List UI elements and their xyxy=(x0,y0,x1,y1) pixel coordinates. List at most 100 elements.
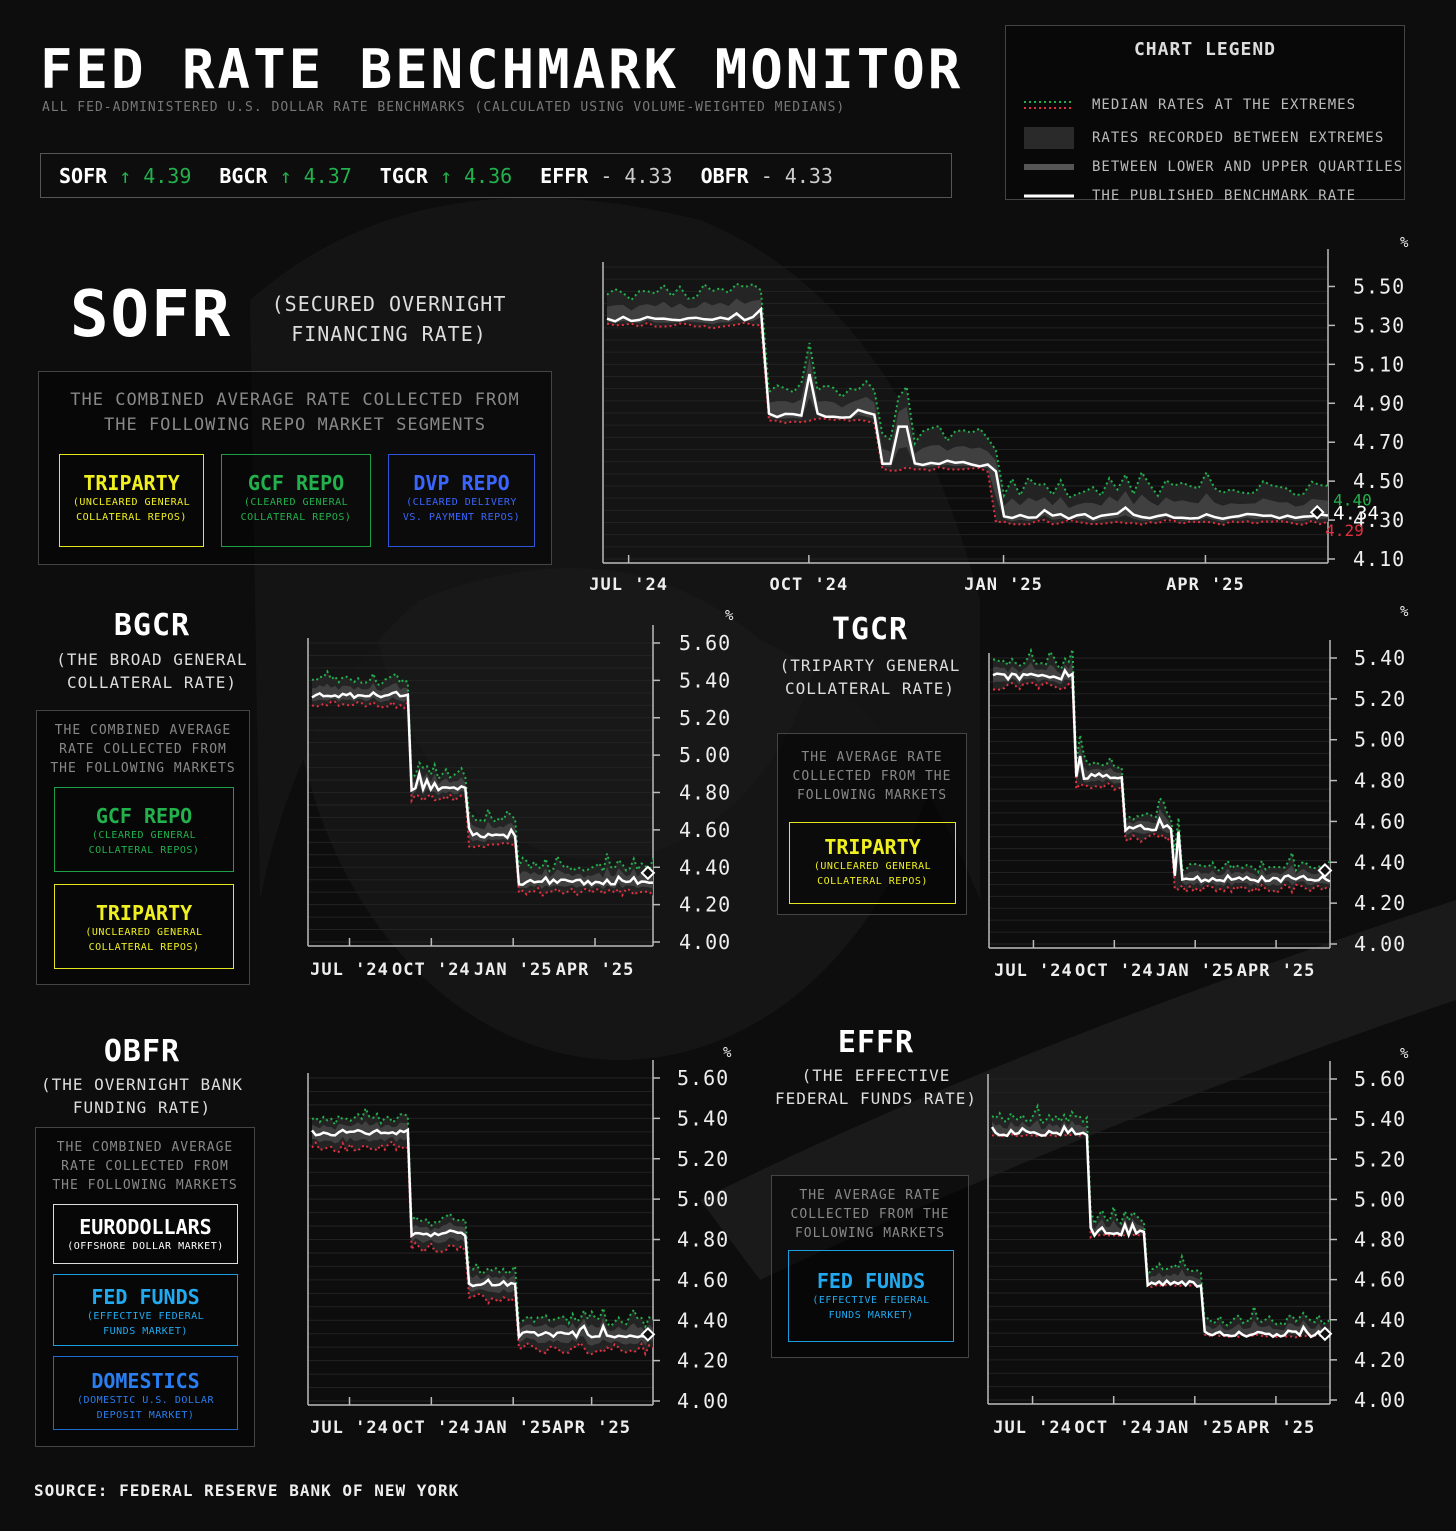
tgcr-fullname: (TRIPARTY GENERAL COLLATERAL RATE) xyxy=(760,654,980,700)
x-tick-label: JUL '24 xyxy=(589,575,668,595)
segment-gcf-repo: GCF REPO (CLEARED GENERAL COLLATERAL REP… xyxy=(54,787,234,872)
y-tick-label: 4.80 xyxy=(1354,1228,1406,1252)
segment-sub: (OFFSHORE DOLLAR MARKET) xyxy=(67,1241,224,1252)
y-tick-label: 4.20 xyxy=(679,893,731,917)
lower-extreme-series xyxy=(993,681,1331,895)
y-tick-label: 4.00 xyxy=(677,1389,729,1413)
sofr-desc-line2: THE FOLLOWING REPO MARKET SEGMENTS xyxy=(104,415,486,435)
ticker-item-sofr: SOFR ↑ 4.39 xyxy=(59,164,191,188)
page-subtitle: ALL FED-ADMINISTERED U.S. DOLLAR RATE BE… xyxy=(42,100,846,115)
y-tick-label: 5.40 xyxy=(677,1106,729,1130)
segment-name: GCF REPO xyxy=(95,804,193,828)
x-tick-label: JAN '25 xyxy=(964,575,1043,595)
effr-fullname-line2: FEDERAL FUNDS RATE) xyxy=(774,1089,978,1108)
segment-name: DOMESTICS xyxy=(91,1369,200,1393)
x-tick-label: JAN '25 xyxy=(1155,1418,1234,1438)
y-tick-label: 5.10 xyxy=(1353,352,1405,376)
obfr-fullname-line1: (THE OVERNIGHT BANK xyxy=(40,1075,244,1094)
tgcr-fullname-line2: COLLATERAL RATE) xyxy=(784,679,956,698)
segment-sub: DEPOSIT MARKET) xyxy=(96,1410,195,1421)
segment-name: FED FUNDS xyxy=(816,1269,926,1293)
y-tick-label: 4.00 xyxy=(1354,1388,1406,1412)
source-note: SOURCE: FEDERAL RESERVE BANK OF NEW YORK xyxy=(34,1481,460,1500)
segment-sub: (UNCLEARED GENERAL xyxy=(85,927,203,938)
obfr-chart: 5.60 5.40 5.20 5.00 4.80 4.60 4.40 4.20 4.00% JUL… xyxy=(307,1045,732,1438)
legend-item-quartiles: BETWEEN LOWER AND UPPER QUARTILES xyxy=(1024,159,1403,175)
y-tick-label: 5.40 xyxy=(1354,646,1406,670)
y-tick-label: 4.80 xyxy=(679,781,731,805)
segment-sub: (EFFECTIVE FEDERAL xyxy=(86,1311,205,1322)
tgcr-desc-line: FOLLOWING MARKETS xyxy=(796,788,948,803)
y-tick-label: 5.00 xyxy=(679,743,731,767)
y-tick-label: 4.70 xyxy=(1353,430,1405,454)
y-tick-label: 4.40 xyxy=(1354,1308,1406,1332)
bgcr-fullname-line1: (THE BROAD GENERAL xyxy=(56,650,248,669)
ticker-value: 4.33 xyxy=(784,163,833,188)
y-tick-label: 5.50 xyxy=(1353,274,1405,298)
ticker-item-effr: EFFR -4.33 xyxy=(540,164,672,188)
latest-value-marker xyxy=(1317,863,1333,878)
x-tick-label: JAN '25 xyxy=(474,960,553,980)
segment-fed-funds: FED FUNDS (EFFECTIVE FEDERAL FUNDS MARKE… xyxy=(53,1274,238,1346)
segment-triparty: TRIPARTY (UNCLEARED GENERAL COLLATERAL R… xyxy=(59,454,204,547)
y-tick-label: 4.80 xyxy=(1354,769,1406,793)
chart-legend: CHART LEGEND MEDIAN RATES AT THE EXTREME… xyxy=(1005,25,1405,204)
y-tick-label: 5.20 xyxy=(679,706,731,730)
sofr-fullname-line2: FINANCING RATE) xyxy=(291,322,487,346)
segment-domestics: DOMESTICS (DOMESTIC U.S. DOLLAR DEPOSIT … xyxy=(53,1356,238,1430)
effr-desc-line: COLLECTED FROM THE xyxy=(790,1207,950,1222)
tgcr-name: TGCR xyxy=(831,612,909,647)
lower-extreme-series xyxy=(991,1132,1331,1339)
y-tick-label: 4.40 xyxy=(1354,850,1406,874)
between-extremes-band xyxy=(992,1106,1330,1338)
benchmark-rate-series xyxy=(992,667,1331,884)
effr-desc-line: THE AVERAGE RATE xyxy=(799,1188,941,1203)
bgcr-fullname: (THE BROAD GENERAL COLLATERAL RATE) xyxy=(36,648,268,694)
latest-high-label: 4.40 xyxy=(1333,491,1372,510)
tgcr-fullname-line1: (TRIPARTY GENERAL xyxy=(779,656,961,675)
x-tick-label: JUL '24 xyxy=(310,1418,389,1438)
tgcr-chart: 5.40 5.20 5.00 4.80 4.60 4.40 4.20 4.00% JUL '24… xyxy=(988,604,1409,981)
x-tick-label: JAN '25 xyxy=(474,1418,553,1438)
y-tick-label: 4.60 xyxy=(1354,809,1406,833)
y-unit-label: % xyxy=(1400,235,1409,251)
quartile-swatch-icon xyxy=(1024,164,1074,170)
sofr-fullname: (SECURED OVERNIGHT FINANCING RATE) xyxy=(262,289,516,349)
y-tick-label: 5.40 xyxy=(1354,1107,1406,1131)
upper-extreme-series xyxy=(311,669,654,875)
x-tick-label: APR '25 xyxy=(1237,961,1316,981)
ticker-name: EFFR xyxy=(540,163,589,188)
flat-dash-icon: - xyxy=(600,163,613,188)
effr-chart: 5.60 5.40 5.20 5.00 4.80 4.60 4.40 4.20 4.00% JUL… xyxy=(987,1046,1409,1438)
x-tick-label: OCT '24 xyxy=(392,1418,471,1438)
y-tick-label: 4.50 xyxy=(1353,469,1405,493)
legend-title: CHART LEGEND xyxy=(1133,39,1277,60)
tgcr-desc-line: COLLECTED FROM THE xyxy=(792,769,952,784)
segment-sub: COLLATERAL REPOS) xyxy=(88,845,200,856)
y-tick-label: 5.20 xyxy=(677,1147,729,1171)
y-tick-label: 4.30 xyxy=(1353,508,1405,532)
bgcr-name: BGCR xyxy=(113,608,191,643)
segment-sub: (EFFECTIVE FEDERAL xyxy=(812,1295,930,1306)
segment-name: EURODOLLARS xyxy=(79,1215,212,1239)
ticker-item-obfr: OBFR -4.33 xyxy=(701,164,833,188)
x-tick-label: OCT '24 xyxy=(770,575,849,595)
band-swatch-icon xyxy=(1024,127,1074,149)
ticker-item-tgcr: TGCR ↑ 4.36 xyxy=(380,164,512,188)
segment-sub: COLLATERAL REPOS) xyxy=(76,512,187,523)
segment-sub: (UNCLEARED GENERAL xyxy=(813,861,932,872)
segment-name: GCF REPO xyxy=(247,471,345,495)
y-tick-label: 4.20 xyxy=(1354,891,1406,915)
y-tick-label: 5.60 xyxy=(679,631,731,655)
benchmark-rate-series xyxy=(311,690,654,887)
latest-value-marker xyxy=(640,865,656,881)
y-tick-label: 5.60 xyxy=(677,1066,729,1090)
y-unit-label: % xyxy=(725,608,734,624)
effr-desc-line: FOLLOWING MARKETS xyxy=(794,1226,946,1241)
obfr-fullname: (THE OVERNIGHT BANK FUNDING RATE) xyxy=(30,1073,254,1119)
x-tick-label: APR '25 xyxy=(1237,1418,1316,1438)
ticker-value: 4.36 xyxy=(464,163,513,188)
ticker-name: OBFR xyxy=(700,163,749,188)
sofr-chart: 5.50 5.30 5.10 4.90 4.70 4.50 4.30 4.10% JUL '24… xyxy=(589,235,1409,595)
obfr-name: OBFR xyxy=(103,1034,181,1069)
